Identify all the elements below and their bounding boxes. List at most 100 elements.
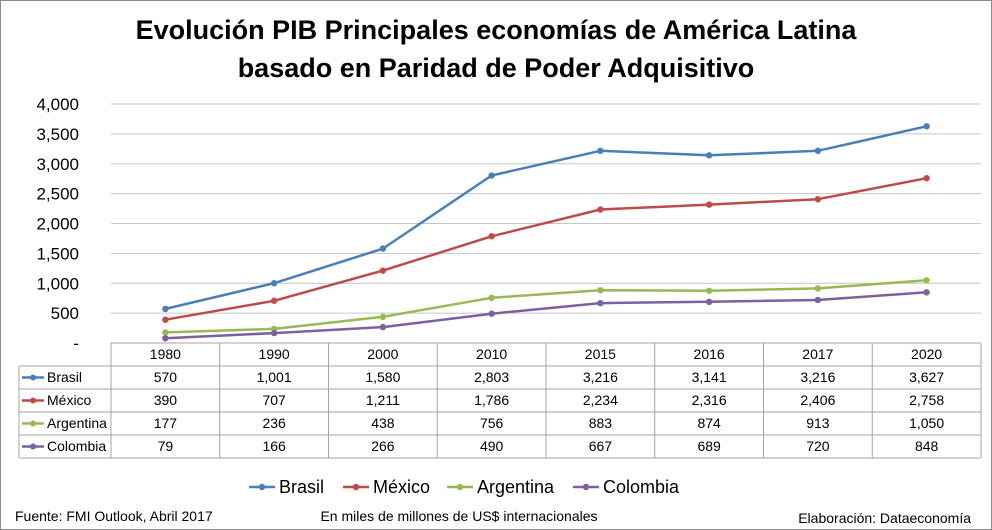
data-point [379, 267, 387, 274]
credit-note: Elaboración: Dataeconomía [798, 510, 971, 526]
data-point [162, 329, 169, 336]
y-tick-label: 4,000 [36, 95, 79, 114]
data-point [597, 206, 604, 213]
chart-title-line-1: Evolución PIB Principales economías de A… [136, 15, 858, 45]
data-value-label: 177 [154, 415, 178, 431]
data-point [597, 299, 604, 307]
data-point [270, 279, 278, 287]
data-value-label: 266 [371, 438, 395, 454]
data-value-label: 166 [262, 438, 286, 454]
data-value-label: 1,001 [257, 369, 292, 385]
data-value-label: 2,758 [909, 392, 944, 408]
series-name-label: Colombia [47, 438, 106, 454]
legend: Brasil México Argentina Colombia [249, 477, 680, 497]
y-tick-label: - [73, 334, 79, 353]
source-note: Fuente: FMI Outlook, Abril 2017 [15, 508, 213, 524]
series-name-label: México [47, 392, 92, 408]
data-point [814, 196, 822, 203]
y-tick-label: 500 [51, 304, 79, 323]
data-value-label: 3,141 [692, 369, 727, 385]
data-value-label: 390 [154, 392, 178, 408]
chart-title-line-2: basado en Paridad de Poder Adquisitivo [238, 53, 755, 83]
x-tick-label: 2015 [585, 346, 616, 362]
x-tick-label: 2020 [911, 346, 942, 362]
data-point [705, 287, 713, 294]
data-point [488, 172, 495, 179]
data-value-label: 570 [154, 369, 178, 385]
units-note: En miles de millones de US$ internaciona… [320, 508, 597, 524]
y-tick-label: 2,500 [36, 185, 79, 204]
data-value-label: 1,786 [474, 392, 509, 408]
series-lines [162, 123, 930, 342]
data-point [814, 285, 822, 292]
data-point [379, 313, 387, 321]
data-value-label: 2,316 [692, 392, 727, 408]
legend-marker [456, 483, 464, 491]
data-value-label: 1,211 [366, 392, 400, 408]
x-tick-label: 1980 [150, 346, 181, 362]
data-point [488, 233, 495, 240]
data-point [162, 335, 169, 342]
data-point [705, 201, 713, 208]
data-value-label: 1,580 [365, 369, 400, 385]
data-point [814, 147, 822, 155]
x-tick-label: 2017 [802, 346, 833, 362]
x-tick-label: 2016 [694, 346, 725, 362]
data-value-label: 689 [697, 438, 721, 454]
y-tick-label: 3,500 [36, 125, 79, 144]
x-tick-label: 2010 [476, 346, 507, 362]
series-name-label: Argentina [47, 415, 107, 431]
data-value-label: 490 [480, 438, 504, 454]
data-point [270, 297, 278, 304]
data-value-label: 667 [589, 438, 613, 454]
data-table: 1980 1990 2000 2010 2015 2016 2017 2020 Brasil 57… [18, 342, 982, 459]
data-point [379, 323, 387, 331]
y-axis-ticks: - 500 1,000 1,500 2,000 2,500 3,000 3,500 4,000 [36, 95, 79, 353]
table-key-marker [30, 443, 36, 450]
data-point [597, 287, 604, 294]
legend-marker [582, 483, 590, 491]
y-tick-label: 1,500 [36, 244, 79, 263]
data-value-label: 720 [806, 438, 830, 454]
table-key-marker [30, 420, 36, 427]
data-point [488, 294, 495, 302]
data-value-label: 756 [480, 415, 504, 431]
data-value-label: 874 [697, 415, 721, 431]
data-point [597, 147, 604, 155]
y-tick-label: 3,000 [36, 155, 79, 174]
series-line [165, 291, 927, 340]
data-point [162, 305, 169, 313]
table-key-marker [30, 397, 36, 404]
legend-marker [352, 483, 360, 491]
y-tick-label: 1,000 [36, 274, 79, 293]
legend-label: Brasil [279, 477, 324, 497]
data-point [705, 152, 713, 159]
data-value-label: 707 [262, 392, 286, 408]
data-point [379, 245, 387, 252]
series-name-label: Brasil [47, 369, 82, 385]
y-tick-label: 2,000 [36, 215, 79, 234]
legend-marker [258, 483, 266, 491]
data-value-label: 438 [371, 415, 395, 431]
legend-label: México [373, 477, 430, 497]
data-value-label: 79 [158, 438, 174, 454]
data-point [488, 310, 495, 317]
data-value-label: 236 [262, 415, 286, 431]
table-key-marker [30, 374, 36, 381]
data-point [705, 298, 713, 306]
data-point [923, 123, 930, 130]
series-line [165, 125, 927, 311]
data-value-label: 1,050 [909, 415, 944, 431]
data-value-label: 883 [589, 415, 613, 431]
data-point [923, 277, 930, 284]
x-tick-label: 1990 [259, 346, 290, 362]
series-line [165, 176, 927, 321]
data-value-label: 2,234 [583, 392, 618, 408]
data-value-label: 2,406 [800, 392, 835, 408]
data-value-label: 3,216 [800, 369, 835, 385]
data-value-label: 3,627 [909, 369, 944, 385]
series-line [165, 279, 927, 334]
legend-label: Argentina [477, 477, 555, 497]
